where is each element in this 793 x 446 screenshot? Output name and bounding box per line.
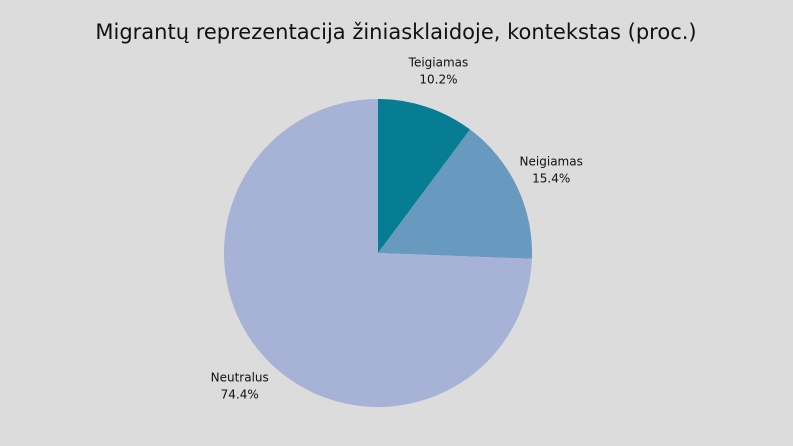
pie-slice [378, 129, 532, 259]
slice-label: Neigiamas [520, 155, 583, 169]
pie-slice [378, 99, 471, 253]
slice-value-label: 15.4% [532, 172, 570, 186]
pie-slice [224, 99, 532, 408]
slice-label: Neutralus [211, 371, 269, 385]
slice-value-label: 74.4% [221, 388, 259, 402]
slice-value-label: 10.2% [419, 72, 457, 86]
chart-title: Migrantų reprezentacija žiniasklaidoje, … [95, 20, 696, 44]
slice-label: Teigiamas [408, 55, 469, 69]
